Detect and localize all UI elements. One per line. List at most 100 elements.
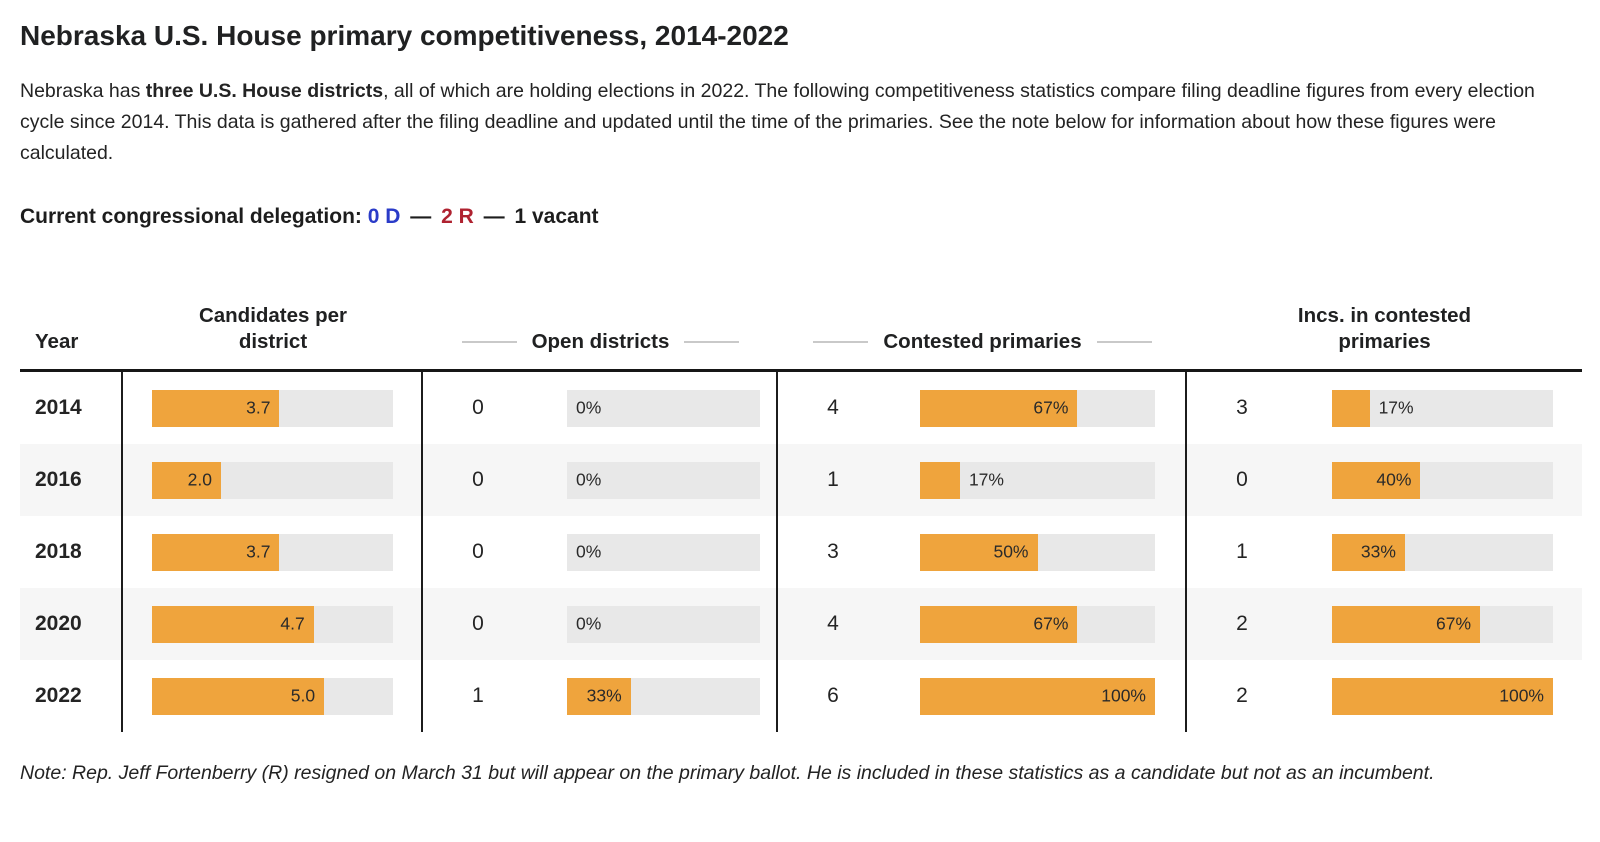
- delegation-label: Current congressional delegation:: [20, 205, 362, 228]
- footnote: Note: Rep. Jeff Fortenberry (R) resigned…: [20, 762, 1435, 784]
- incs-in-contested-count: 2: [1236, 684, 1248, 707]
- contested-primaries-count: 4: [827, 396, 839, 419]
- page-title: Nebraska U.S. House primary competitiven…: [20, 20, 789, 51]
- year-cell: 2018: [20, 516, 123, 588]
- incs-in-contested-cell: 0 40%: [1187, 444, 1582, 516]
- contested-primaries-bar-fill: [920, 533, 1038, 571]
- open-districts-count: 0: [472, 468, 484, 491]
- candidates-bar-fill: [152, 461, 221, 499]
- open-districts-count: 0: [472, 612, 484, 635]
- contested-primaries-bar-track: 100%: [920, 677, 1155, 715]
- intro-text-start: Nebraska has: [20, 80, 146, 102]
- open-districts-bar-track: 33%: [567, 677, 760, 715]
- header-dash-left: [461, 341, 517, 343]
- incs-in-contested-count: 3: [1236, 396, 1248, 419]
- header-dash-right: [1096, 341, 1152, 343]
- open-districts-bar-label: 0%: [576, 541, 602, 562]
- contested-primaries-cell: 3 50%: [778, 516, 1187, 588]
- table-row-2014: 2014 3.7 0 0% 4 67% 3 17%: [20, 372, 1582, 444]
- incs-in-contested-count: 1: [1236, 540, 1248, 563]
- column-header-year: Year: [35, 330, 79, 353]
- open-districts-bar-track: 0%: [567, 461, 760, 499]
- contested-primaries-cell: 6 100%: [778, 660, 1187, 732]
- incs-bar-fill: [1332, 605, 1481, 643]
- incs-in-contested-cell: 1 33%: [1187, 516, 1582, 588]
- contested-primaries-bar-label: 67%: [1033, 397, 1069, 418]
- incs-bar-track: 67%: [1332, 605, 1553, 643]
- open-districts-bar-track: 0%: [567, 605, 760, 643]
- candidates-bar-track: 5.0: [152, 677, 393, 715]
- incs-bar-track: 33%: [1332, 533, 1553, 571]
- delegation-separator: —: [483, 205, 505, 228]
- candidates-bar-track: 3.7: [152, 533, 393, 571]
- candidates-bar-fill: [152, 677, 325, 715]
- incs-in-contested-cell: 2 67%: [1187, 588, 1582, 660]
- open-districts-cell: 0 0%: [423, 516, 778, 588]
- header-dash-left: [813, 341, 869, 343]
- year-cell: 2020: [20, 588, 123, 660]
- column-header-open-districts-label: Open districts: [531, 330, 670, 353]
- contested-primaries-count: 4: [827, 612, 839, 635]
- candidates-bar-track: 3.7: [152, 389, 393, 427]
- open-districts-bar-label: 0%: [576, 469, 602, 490]
- candidates-per-district-cell: 3.7: [123, 372, 423, 444]
- open-districts-cell: 1 33%: [423, 660, 778, 732]
- candidates-bar-label: 4.7: [280, 613, 305, 634]
- candidates-bar-track: 4.7: [152, 605, 393, 643]
- table-row-2020: 2020 4.7 0 0% 4 67% 2 67%: [20, 588, 1582, 660]
- incs-in-contested-cell: 3 17%: [1187, 372, 1582, 444]
- delegation-democrat-count: 0 D: [367, 205, 401, 228]
- table-row-2022: 2022 5.0 1 33% 6 100% 2 100%: [20, 660, 1582, 732]
- open-districts-bar-track: 0%: [567, 389, 760, 427]
- incs-in-contested-count: 0: [1236, 468, 1248, 491]
- column-header-candidates-per-district: Candidates per district: [198, 304, 348, 353]
- open-districts-cell: 0 0%: [423, 372, 778, 444]
- contested-primaries-count: 1: [827, 468, 839, 491]
- delegation-vacant-count: 1 vacant: [514, 205, 599, 228]
- incs-in-contested-count: 2: [1236, 612, 1248, 635]
- open-districts-bar-label: 33%: [586, 685, 622, 706]
- open-districts-cell: 0 0%: [423, 444, 778, 516]
- table-header-row: Year Candidates per district Open distri…: [20, 269, 1582, 369]
- incs-bar-label: 40%: [1376, 469, 1412, 490]
- incs-bar-label: 17%: [1378, 397, 1414, 418]
- candidates-per-district-cell: 2.0: [123, 444, 423, 516]
- incs-bar-track: 40%: [1332, 461, 1553, 499]
- contested-primaries-bar-label: 67%: [1033, 613, 1069, 634]
- column-header-incs-in-contested-primaries: Incs. in contested primaries: [1297, 304, 1472, 353]
- incs-in-contested-cell: 2 100%: [1187, 660, 1582, 732]
- incs-bar-track: 100%: [1332, 677, 1553, 715]
- contested-primaries-bar-fill: [920, 677, 1155, 715]
- contested-primaries-count: 3: [827, 540, 839, 563]
- incs-bar-fill: [1332, 533, 1405, 571]
- contested-primaries-bar-track: 67%: [920, 605, 1155, 643]
- candidates-bar-track: 2.0: [152, 461, 393, 499]
- column-header-open-districts: Open districts: [423, 329, 778, 355]
- candidates-bar-fill: [152, 605, 314, 643]
- contested-primaries-bar-label: 100%: [1101, 685, 1146, 706]
- delegation-republican-count: 2 R: [441, 205, 474, 228]
- competitiveness-table: Year Candidates per district Open distri…: [20, 269, 1582, 732]
- delegation-line: Current congressional delegation: 0 D — …: [20, 205, 1582, 229]
- year-cell: 2016: [20, 444, 123, 516]
- intro-paragraph: Nebraska has three U.S. House districts,…: [20, 76, 1575, 169]
- open-districts-count: 0: [472, 540, 484, 563]
- open-districts-bar-fill: [567, 677, 631, 715]
- candidates-per-district-cell: 3.7: [123, 516, 423, 588]
- contested-primaries-bar-track: 50%: [920, 533, 1155, 571]
- year-cell: 2022: [20, 660, 123, 732]
- candidates-bar-label: 3.7: [246, 541, 271, 562]
- incs-bar-fill: [1332, 677, 1553, 715]
- contested-primaries-cell: 1 17%: [778, 444, 1187, 516]
- candidates-bar-label: 3.7: [246, 397, 271, 418]
- table-row-2016: 2016 2.0 0 0% 1 17% 0 40%: [20, 444, 1582, 516]
- open-districts-count: 0: [472, 396, 484, 419]
- contested-primaries-bar-label: 50%: [993, 541, 1029, 562]
- year-cell: 2014: [20, 372, 123, 444]
- incs-bar-label: 67%: [1436, 613, 1472, 634]
- table-body: 2014 3.7 0 0% 4 67% 3 17% 2016: [20, 369, 1582, 732]
- open-districts-bar-track: 0%: [567, 533, 760, 571]
- contested-primaries-bar-fill: [920, 389, 1078, 427]
- incs-bar-fill: [1332, 461, 1421, 499]
- table-row-2018: 2018 3.7 0 0% 3 50% 1 33%: [20, 516, 1582, 588]
